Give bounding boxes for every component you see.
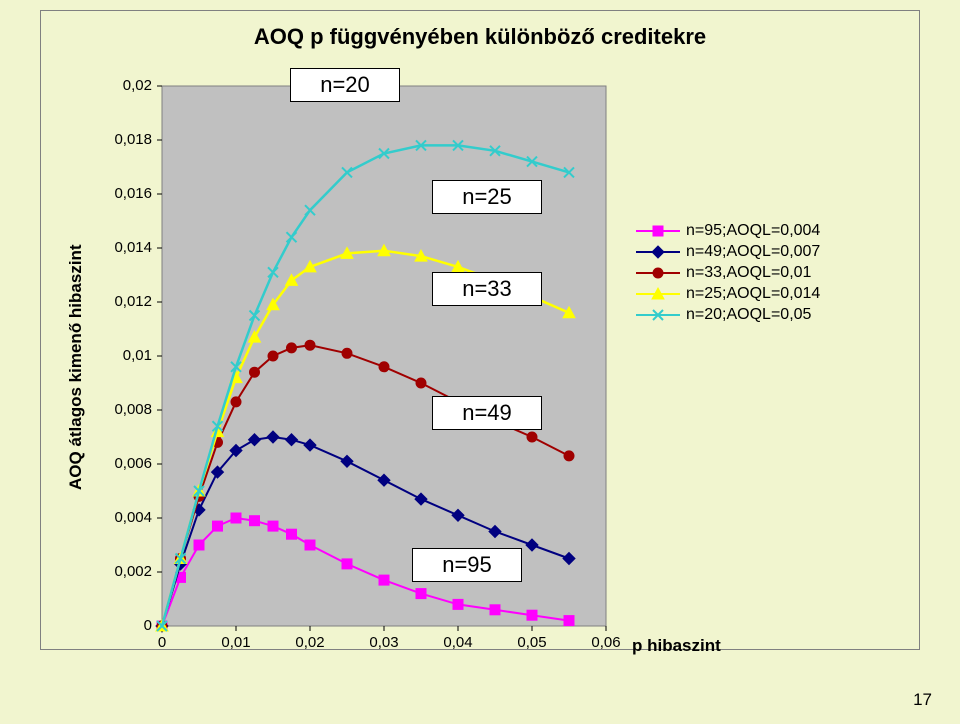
legend: n=95;AOQL=0,004 n=49;AOQL=0,007 n=33,AOQL=… <box>636 222 820 327</box>
legend-marker-icon <box>636 264 680 282</box>
legend-item: n=49;AOQL=0,007 <box>636 243 820 261</box>
x-tick: 0,06 <box>588 634 624 651</box>
x-tick: 0,04 <box>440 634 476 651</box>
legend-label: n=25;AOQL=0,014 <box>686 285 820 303</box>
legend-marker-icon <box>636 222 680 240</box>
annotation-box: n=20 <box>290 68 400 102</box>
y-tick: 0,02 <box>123 77 152 94</box>
annotation-box: n=95 <box>412 548 522 582</box>
legend-label: n=20;AOQL=0,05 <box>686 306 811 324</box>
legend-marker-icon <box>636 306 680 324</box>
annotation-box: n=49 <box>432 396 542 430</box>
legend-item: n=33,AOQL=0,01 <box>636 264 820 282</box>
annotation-box: n=25 <box>432 180 542 214</box>
legend-label: n=33,AOQL=0,01 <box>686 264 811 282</box>
y-tick: 0,016 <box>114 185 152 202</box>
y-tick: 0,008 <box>114 401 152 418</box>
legend-item: n=20;AOQL=0,05 <box>636 306 820 324</box>
legend-item: n=25;AOQL=0,014 <box>636 285 820 303</box>
x-tick: 0,02 <box>292 634 328 651</box>
y-tick: 0 <box>144 617 152 634</box>
slide-number: 17 <box>913 690 932 710</box>
x-tick: 0,03 <box>366 634 402 651</box>
x-tick: 0,01 <box>218 634 254 651</box>
x-tick: 0 <box>144 634 180 651</box>
legend-marker-icon <box>636 243 680 261</box>
y-tick: 0,01 <box>123 347 152 364</box>
y-tick: 0,004 <box>114 509 152 526</box>
y-tick: 0,012 <box>114 293 152 310</box>
annotation-box: n=33 <box>432 272 542 306</box>
x-tick: 0,05 <box>514 634 550 651</box>
legend-item: n=95;AOQL=0,004 <box>636 222 820 240</box>
y-tick: 0,006 <box>114 455 152 472</box>
legend-marker-icon <box>636 285 680 303</box>
slide: { "page": { "background": "#f1f5cf", "sl… <box>0 0 960 724</box>
y-tick: 0,014 <box>114 239 152 256</box>
legend-label: n=95;AOQL=0,004 <box>686 222 820 240</box>
legend-label: n=49;AOQL=0,007 <box>686 243 820 261</box>
y-tick: 0,018 <box>114 131 152 148</box>
y-tick: 0,002 <box>114 563 152 580</box>
